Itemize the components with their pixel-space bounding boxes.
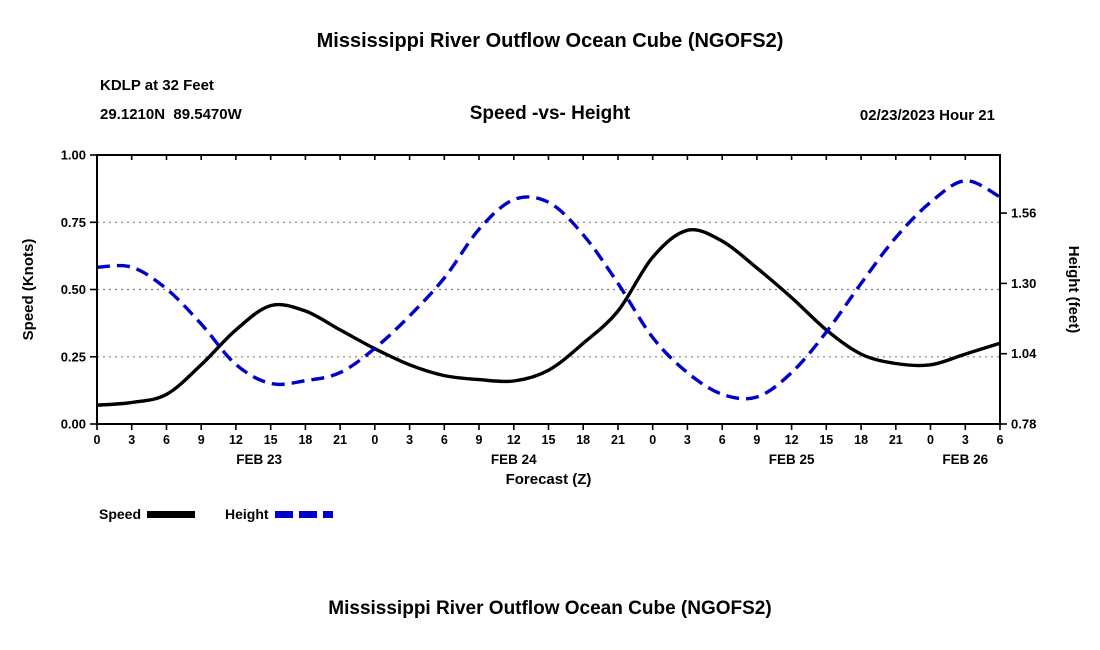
chart-subtitle: Speed -vs- Height bbox=[469, 103, 631, 124]
y-right-tick-label: 0.78 bbox=[1011, 417, 1036, 432]
legend-height-line-swatch bbox=[274, 510, 333, 518]
height-curve bbox=[96, 179, 1001, 401]
speed-curve bbox=[96, 228, 1001, 407]
forecast-datetime: 02/23/2023 Hour 21 bbox=[859, 107, 995, 124]
x-axis-title: Forecast (Z) bbox=[505, 471, 592, 488]
x-date-label: FEB 24 bbox=[491, 452, 537, 467]
x-tick-label: 15 bbox=[819, 433, 833, 447]
x-tick-label: 12 bbox=[785, 433, 799, 447]
x-tick-label: 18 bbox=[854, 433, 868, 447]
x-tick-label: 21 bbox=[889, 433, 903, 447]
x-tick-label: 15 bbox=[264, 433, 278, 447]
legend-speed-line-swatch bbox=[147, 510, 196, 518]
y-left-tick-label: 1.00 bbox=[61, 148, 86, 163]
x-tick-label: 9 bbox=[198, 433, 205, 447]
x-tick-label: 18 bbox=[298, 433, 312, 447]
legend-speed-label: Speed bbox=[99, 506, 142, 522]
x-tick-label: 18 bbox=[576, 433, 590, 447]
x-tick-label: 21 bbox=[611, 433, 625, 447]
y-left-tick-label: 0.75 bbox=[61, 215, 86, 230]
x-tick-label: 21 bbox=[333, 433, 347, 447]
x-tick-label: 3 bbox=[962, 433, 969, 447]
x-tick-label: 0 bbox=[371, 433, 378, 447]
station-label: KDLP at 32 Feet bbox=[100, 77, 214, 94]
x-tick-label: 12 bbox=[229, 433, 243, 447]
chart-legend: Speed Height bbox=[99, 506, 333, 522]
chart-title: Mississippi River Outflow Ocean Cube (NG… bbox=[316, 30, 784, 52]
x-tick-label: 0 bbox=[94, 433, 101, 447]
y-right-tick-label: 1.30 bbox=[1011, 276, 1036, 291]
x-tick-label: 6 bbox=[163, 433, 170, 447]
y-left-axis-title: Speed (Knots) bbox=[20, 239, 37, 341]
x-date-label: FEB 23 bbox=[236, 452, 282, 467]
x-tick-label: 0 bbox=[927, 433, 934, 447]
y-right-axis-title: Height (feet) bbox=[1065, 246, 1082, 334]
y-right-tick-label: 1.56 bbox=[1011, 206, 1036, 221]
y-left-tick-label: 0.50 bbox=[61, 282, 86, 297]
x-tick-label: 9 bbox=[476, 433, 483, 447]
station-coordinates: 29.1210N 89.5470W bbox=[100, 106, 242, 123]
x-date-label: FEB 25 bbox=[769, 452, 815, 467]
x-tick-label: 0 bbox=[649, 433, 656, 447]
y-left-tick-label: 0.00 bbox=[61, 417, 86, 432]
x-tick-label: 6 bbox=[719, 433, 726, 447]
x-date-label: FEB 26 bbox=[942, 452, 988, 467]
next-chart-title: Mississippi River Outflow Ocean Cube (NG… bbox=[328, 598, 772, 619]
x-tick-label: 3 bbox=[684, 433, 691, 447]
x-tick-label: 6 bbox=[997, 433, 1004, 447]
x-tick-label: 6 bbox=[441, 433, 448, 447]
x-tick-label: 12 bbox=[507, 433, 521, 447]
legend-height-label: Height bbox=[225, 506, 269, 522]
x-tick-label: 15 bbox=[542, 433, 556, 447]
x-tick-label: 3 bbox=[128, 433, 135, 447]
x-tick-label: 9 bbox=[753, 433, 760, 447]
y-left-tick-label: 0.25 bbox=[61, 349, 86, 364]
x-tick-label: 3 bbox=[406, 433, 413, 447]
y-right-tick-label: 1.04 bbox=[1011, 346, 1037, 361]
